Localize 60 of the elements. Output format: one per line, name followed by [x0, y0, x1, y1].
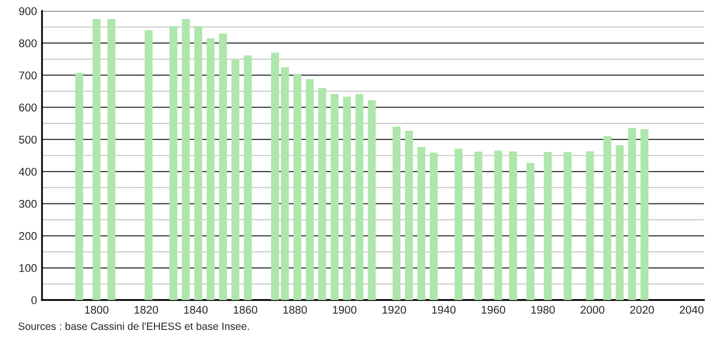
bar: [544, 152, 552, 300]
x-tick-label: 1860: [234, 306, 258, 314]
bar: [564, 152, 572, 300]
bar: [144, 30, 153, 300]
bar: [355, 94, 364, 300]
bar: [219, 33, 227, 300]
y-tick-label: 900: [19, 7, 37, 16]
x-tick-label: 1980: [531, 306, 555, 314]
y-tick-label: 200: [19, 232, 37, 240]
bar: [494, 150, 502, 300]
bar: [616, 145, 624, 300]
bar: [586, 151, 594, 300]
y-tick-label: 300: [19, 200, 37, 208]
bar: [281, 67, 289, 300]
y-tick-label: 800: [19, 39, 37, 48]
x-tick-label: 1940: [432, 306, 456, 314]
y-tick-label: 600: [19, 104, 37, 112]
bar: [194, 26, 202, 300]
bar: [603, 136, 612, 300]
bar: [293, 74, 302, 300]
bar: [343, 96, 351, 300]
x-tick-label: 1920: [382, 306, 406, 314]
x-tick-label: 1840: [184, 306, 208, 314]
y-tick-label: 0: [31, 296, 37, 304]
bar: [417, 146, 426, 300]
bar: [244, 55, 252, 300]
bar: [509, 151, 518, 300]
bar: [430, 152, 438, 300]
bar: [392, 126, 401, 300]
y-tick-label: 100: [19, 264, 37, 272]
bar: [628, 128, 636, 300]
x-tick-label: 1820: [134, 306, 158, 314]
y-tick-label: 500: [19, 136, 37, 144]
bar: [454, 148, 463, 300]
bar: [169, 26, 178, 300]
bar: [75, 72, 84, 300]
x-tick-label: 1900: [332, 306, 356, 314]
bar: [318, 88, 326, 300]
bar: [526, 162, 534, 300]
bar: [640, 129, 648, 300]
bar: [474, 152, 482, 300]
bar: [271, 52, 280, 300]
bar: [231, 60, 240, 300]
y-tick-label: 700: [19, 71, 37, 80]
source-note: Sources : base Cassini de l'EHESS et base Insee.: [18, 322, 249, 330]
bar: [330, 94, 339, 300]
bar: [206, 38, 215, 300]
y-tick-label: 400: [18, 168, 37, 176]
bar: [368, 100, 376, 300]
x-tick-label: 2000: [580, 306, 604, 314]
bar: [182, 19, 190, 300]
x-tick-label: 1880: [283, 306, 307, 314]
x-tick-label: 1960: [482, 306, 506, 314]
bar: [107, 19, 116, 300]
x-tick-label: 2020: [630, 306, 654, 314]
bar: [306, 79, 314, 300]
bar: [92, 19, 101, 300]
bar: [404, 130, 413, 300]
x-tick-label: 1800: [85, 306, 108, 314]
x-tick-label: 2040: [680, 306, 704, 314]
